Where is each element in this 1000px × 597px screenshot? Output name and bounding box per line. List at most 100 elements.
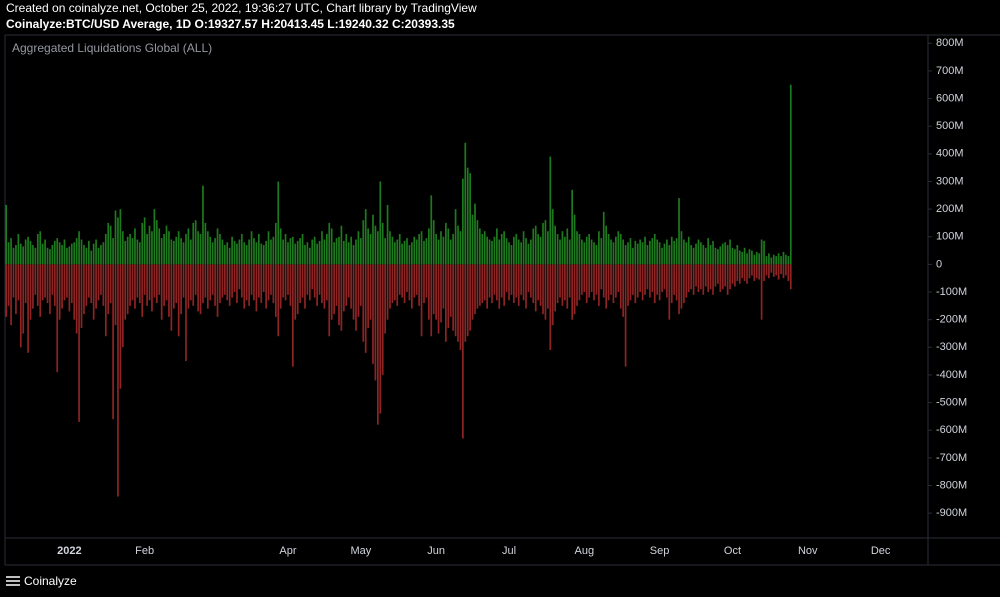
bar [406,264,408,293]
bar [457,264,459,342]
bar [199,264,202,315]
bar [675,238,678,265]
bar [445,264,447,342]
bar [15,245,17,265]
bar [493,236,496,265]
bar [202,185,204,265]
bar [787,256,790,265]
bar [505,264,508,293]
bar [22,246,25,265]
bar [469,264,471,331]
bar [454,209,457,265]
bar [172,240,175,265]
bar [56,238,59,265]
bar [369,233,372,265]
bar [780,264,782,275]
bar [415,264,418,295]
bar [544,220,547,265]
bar [70,264,73,304]
bar [68,246,71,265]
x-tick-label: Jul [502,545,516,557]
bar [158,228,161,265]
bar [61,264,63,309]
bar [610,264,612,295]
bar [248,264,250,306]
bar [192,264,195,306]
bar [770,257,773,265]
bar [119,209,122,265]
bar [736,245,739,265]
bar [437,264,440,334]
bar [605,264,608,309]
bar [765,264,768,276]
bar [496,228,498,265]
bar [391,264,394,304]
bar [92,264,95,320]
bar [289,238,292,265]
bar [702,264,705,295]
bar [721,264,724,290]
bar [428,228,430,265]
bar [282,239,284,265]
bar [479,228,481,265]
bar [617,264,620,293]
bar [323,239,326,265]
bar [357,264,360,317]
bar [92,243,95,265]
bar [384,238,386,265]
bar [641,264,644,301]
bar [486,236,488,265]
bar [602,211,605,265]
bar [644,264,646,295]
bar [102,264,105,306]
bar [226,264,229,301]
bar [595,264,598,295]
bar [107,264,110,315]
bar [155,220,158,265]
bar [491,240,493,265]
bar [721,243,724,265]
bar [734,249,736,265]
bar [32,245,34,265]
bar [121,231,124,265]
bar [73,242,76,265]
bar [112,264,114,420]
y-tick-label: -500M [936,396,967,408]
bar [73,264,76,320]
bar [573,264,576,315]
x-tick-label: Feb [135,545,154,557]
bar [270,239,272,265]
bar [425,264,428,298]
bar [770,264,773,273]
bar [187,228,190,265]
bar [748,249,751,265]
bar [568,264,571,298]
bar [675,264,678,301]
bar [581,264,583,295]
bar [180,264,182,315]
bar [590,239,593,265]
bar [342,240,345,265]
bar [393,264,396,301]
bar [248,239,250,265]
bar [398,233,401,265]
bar [408,245,411,265]
bar [32,264,34,309]
bar [656,264,659,295]
bar [330,228,333,265]
bar [687,264,690,293]
bar [318,240,321,265]
bar [406,238,408,265]
bar [476,264,479,309]
bar [206,231,209,265]
bar [355,264,357,331]
bar [29,240,32,265]
bar [238,239,241,265]
bar [505,238,508,265]
bar [559,264,561,298]
bar [209,236,212,265]
bar [345,264,348,306]
bar [391,236,394,265]
brand: Coinalyze [24,574,77,588]
bar [619,264,622,309]
